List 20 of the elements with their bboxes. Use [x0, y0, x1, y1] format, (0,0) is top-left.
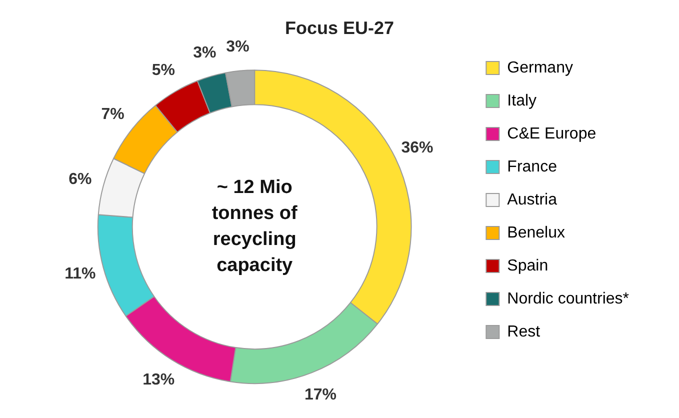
data-label: 5% [152, 62, 175, 80]
legend-label: Nordic countries* [507, 290, 629, 308]
legend-label: Germany [507, 59, 573, 76]
legend-label: Spain [507, 257, 548, 274]
data-label: 7% [101, 106, 124, 124]
legend-label: Benelux [507, 224, 565, 242]
data-label: 3% [226, 38, 250, 56]
data-label: 6% [68, 170, 92, 188]
chart-title: Focus EU-27 [284, 18, 394, 38]
text: ~ 12 Mio tonnes of recycling capacity [212, 177, 298, 276]
legend-label: France [507, 158, 558, 176]
legend-label: Austria [507, 191, 558, 208]
data-label: 11% [64, 265, 96, 282]
data-label: 13% [142, 371, 175, 388]
data-label: 36% [401, 139, 434, 156]
data-label: 17% [304, 386, 336, 404]
data-label: 3% [193, 44, 216, 62]
legend-label: Italy [507, 92, 537, 110]
legend-label: C&E Europe [507, 125, 596, 142]
legend-label: Rest [507, 323, 541, 340]
